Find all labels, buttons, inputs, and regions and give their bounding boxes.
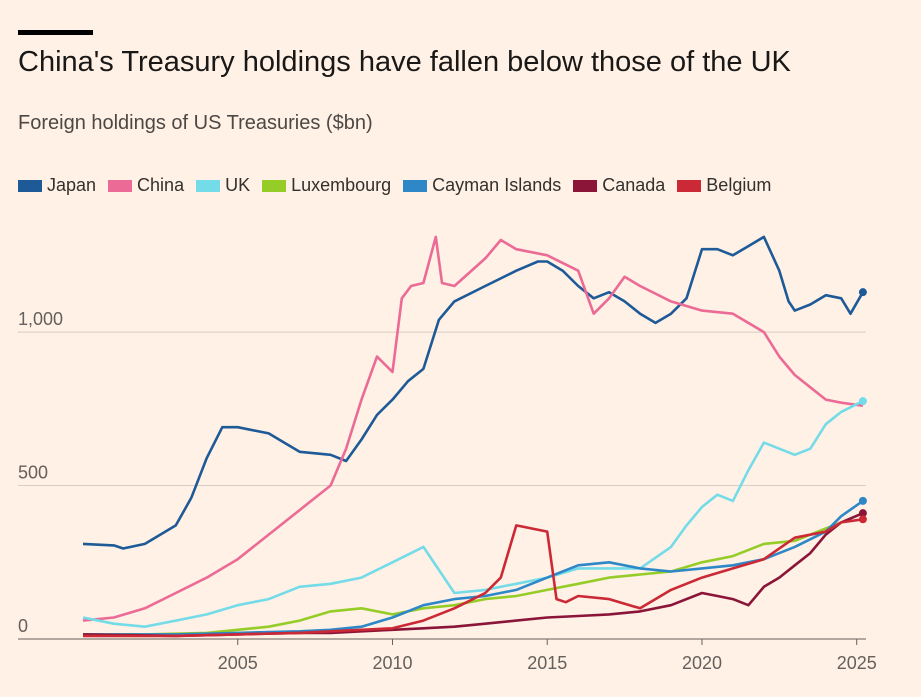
y-tick-label: 1,000 [18,309,63,329]
series-line-japan [82,235,865,550]
end-point-belgium [858,515,867,524]
legend-swatch [677,179,702,192]
x-tick-label: 2020 [682,653,722,673]
legend-label: China [137,175,185,195]
legend-item: Japan [18,175,96,196]
legend: Japan China UK Luxembourg Cayman Islands Cana… [18,175,771,196]
legend-item: UK [196,175,250,196]
x-tick-label: 2010 [372,653,412,673]
brand-bar [18,30,93,35]
legend-label: Luxembourg [291,175,392,195]
legend-label: Canada [602,175,666,195]
x-tick-label: 2025 [837,653,877,673]
legend-swatch [196,179,221,192]
legend-swatch [403,179,428,192]
legend-item: Luxembourg [262,175,391,196]
legend-item: Canada [573,175,665,196]
legend-swatch [18,179,42,192]
end-point-canada [858,509,867,518]
end-point-cayman-islands [858,496,867,505]
chart-title: China's Treasury holdings have fallen be… [18,46,791,78]
series-line-luxembourg [83,521,842,636]
legend-label: Belgium [706,175,772,195]
series-line-cayman-islands [83,499,864,636]
legend-item: Cayman Islands [403,175,561,196]
legend-label: UK [225,175,251,195]
series-line-uk [82,399,864,629]
end-point-uk [858,397,867,406]
legend-swatch [573,179,598,192]
legend-item: Belgium [677,175,771,196]
end-point-japan [858,288,867,297]
series-line-canada [82,512,864,638]
legend-label: Cayman Islands [432,175,562,195]
legend-label: Japan [47,175,97,195]
series-line-belgium [83,518,864,638]
y-tick-label: 500 [18,463,48,483]
x-tick-label: 2015 [527,653,567,673]
chart-subtitle: Foreign holdings of US Treasuries ($bn) [18,112,373,134]
legend-swatch [108,179,133,192]
legend-swatch [262,179,287,192]
legend-item: China [108,175,184,196]
series-line-china [82,235,864,622]
y-tick-label: 0 [18,616,28,636]
x-tick-label: 2005 [218,653,258,673]
